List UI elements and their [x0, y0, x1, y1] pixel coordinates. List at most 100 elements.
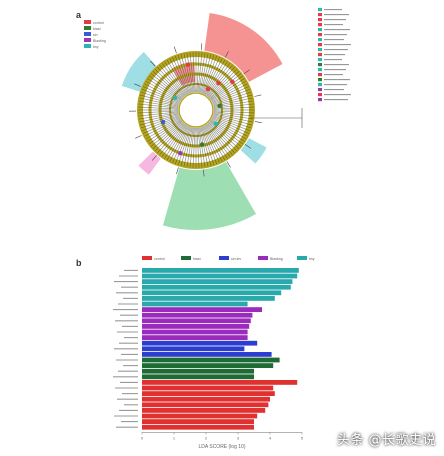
x-tick-label: 5 [301, 435, 304, 440]
branch [166, 125, 188, 161]
branch [212, 117, 250, 134]
branch [147, 119, 182, 142]
legend-label: blast [193, 257, 201, 261]
clade-node [173, 95, 178, 101]
branch [201, 127, 215, 166]
bar [142, 385, 274, 391]
branch [138, 112, 179, 120]
bar [142, 296, 275, 301]
bar [142, 307, 262, 312]
branch [211, 117, 248, 137]
legend-label: control [93, 21, 104, 25]
panel-a-label: a [76, 10, 82, 20]
branch [186, 127, 194, 168]
branch [152, 121, 183, 150]
clade-label-tick [203, 169, 205, 177]
clade-label-tick [135, 135, 142, 139]
branch [166, 59, 188, 95]
x-axis-label: LDA SCORE (log 10) [199, 444, 246, 450]
bar [142, 424, 254, 430]
legend-swatch [318, 38, 322, 42]
branch [206, 124, 231, 158]
legend-swatch [318, 43, 322, 47]
branch [169, 58, 189, 95]
branch [152, 70, 183, 99]
bar [142, 301, 248, 307]
legend-swatch [318, 78, 322, 82]
branch [205, 124, 228, 159]
legend-swatch [318, 73, 322, 77]
legend-label: tiny [93, 45, 99, 49]
branch [199, 127, 209, 167]
bar [142, 312, 253, 318]
legend-swatch [84, 20, 91, 24]
bar [142, 357, 280, 363]
branch [177, 127, 191, 166]
branch [172, 56, 189, 94]
branch [203, 125, 223, 162]
legend-swatch [318, 48, 322, 52]
branch [211, 80, 247, 102]
legend-swatch [84, 32, 91, 36]
branch [186, 52, 194, 93]
bar [142, 340, 258, 346]
branch [189, 127, 195, 168]
legend-swatch [258, 256, 268, 260]
clade-label-tick [254, 121, 262, 124]
clade-node [216, 80, 221, 86]
branch [213, 110, 254, 114]
panel-b-label: b [76, 258, 82, 268]
legend-swatch [318, 93, 322, 97]
clade-label-tick [243, 69, 250, 75]
bar [142, 318, 251, 324]
cladogram-center [178, 92, 214, 128]
legend-swatch [318, 98, 322, 102]
x-tick-label: 2 [205, 435, 208, 440]
branch [183, 53, 193, 93]
branch [213, 111, 254, 117]
branch [207, 66, 236, 97]
branch [154, 68, 184, 98]
branch [144, 117, 181, 137]
bar [142, 268, 299, 273]
branch [138, 110, 179, 114]
branch [209, 121, 240, 150]
legend-swatch [219, 256, 229, 260]
branch [202, 126, 218, 165]
clade-node [160, 119, 166, 125]
legend-label: Blasting [93, 39, 106, 43]
clade-label-tick [134, 83, 141, 87]
branch [145, 118, 181, 140]
clade-highlight-cyan [240, 138, 267, 164]
clade-highlight-green [162, 161, 256, 231]
bar [142, 346, 245, 352]
branch [199, 53, 209, 93]
clade-label-tick [151, 155, 157, 161]
branch [138, 103, 179, 109]
legend-swatch [84, 44, 91, 48]
x-tick-label: 1 [173, 435, 176, 440]
legend-label: tiny [309, 257, 315, 261]
branch [164, 124, 187, 159]
branch [174, 126, 190, 165]
branch [164, 61, 187, 96]
legend-swatch [318, 18, 322, 22]
panel-b-legend: control blast sin.lev Blasting tiny [142, 256, 315, 261]
legend-label: control [154, 257, 165, 261]
bar [142, 352, 272, 357]
branch [196, 127, 200, 168]
branch [161, 62, 186, 96]
branch [202, 55, 218, 94]
legend-swatch [318, 53, 322, 57]
legend-swatch [84, 38, 91, 42]
branch [159, 64, 185, 97]
branch [172, 126, 189, 164]
branch [156, 123, 185, 154]
bar [142, 329, 248, 335]
clade-highlight-pink [138, 151, 161, 175]
legend-swatch [142, 256, 152, 260]
branch [138, 100, 179, 108]
branch [203, 126, 220, 164]
branch [211, 118, 247, 140]
bar [142, 413, 258, 419]
